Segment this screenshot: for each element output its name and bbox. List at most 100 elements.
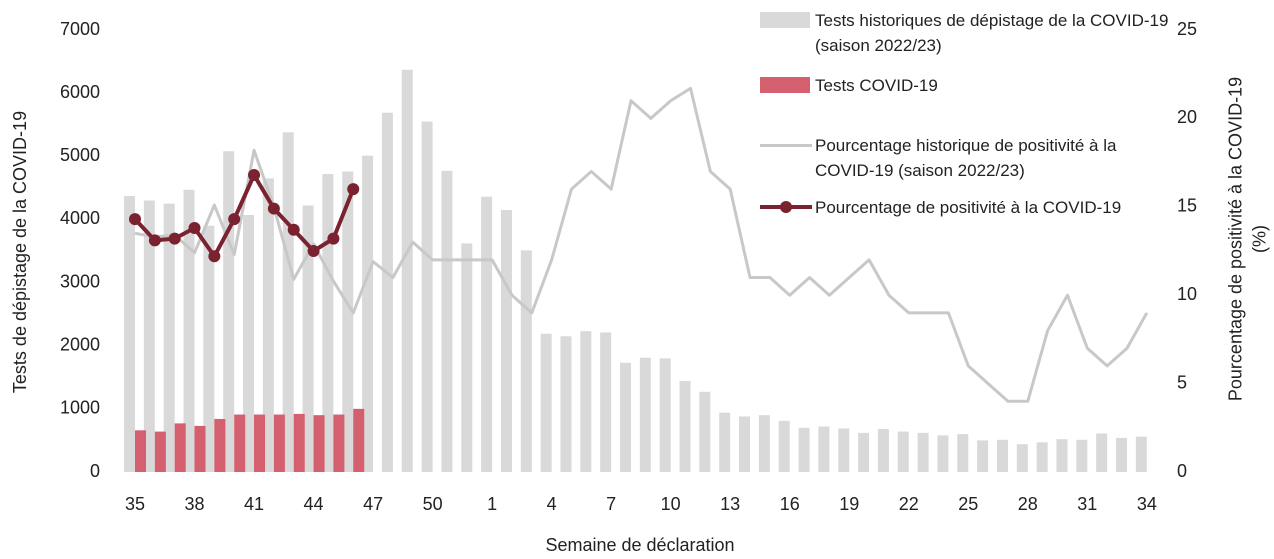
y2-tick-label: 0 bbox=[1177, 461, 1187, 481]
y-axis-title: Tests de dépistage de la COVID-19 bbox=[10, 110, 30, 394]
marker bbox=[129, 213, 141, 226]
bar bbox=[154, 431, 166, 472]
x-tick-label: 25 bbox=[958, 494, 978, 514]
bar bbox=[381, 112, 393, 473]
bar bbox=[1135, 436, 1147, 472]
y-tick-label: 1000 bbox=[60, 398, 100, 418]
bar bbox=[282, 132, 294, 472]
marker bbox=[287, 223, 300, 236]
x-tick-label: 38 bbox=[185, 494, 205, 514]
legend-swatch bbox=[760, 77, 810, 93]
x-tick-label: 44 bbox=[304, 494, 324, 514]
bar bbox=[739, 416, 751, 472]
bar bbox=[1056, 439, 1068, 472]
bar bbox=[262, 178, 274, 472]
bar bbox=[143, 200, 155, 472]
y-tick-label: 7000 bbox=[60, 19, 100, 39]
bar bbox=[699, 391, 711, 472]
x-tick-label: 10 bbox=[661, 494, 681, 514]
x-tick-label: 35 bbox=[125, 494, 145, 514]
bar bbox=[1016, 444, 1028, 472]
x-tick-label: 4 bbox=[547, 494, 557, 514]
x-tick-label: 47 bbox=[363, 494, 383, 514]
x-tick-label: 34 bbox=[1137, 494, 1157, 514]
bar bbox=[620, 362, 631, 472]
y2-axis-title: Pourcentage de positivité à la COVID-19 … bbox=[1225, 76, 1270, 402]
bar bbox=[322, 173, 334, 473]
y-tick-label: 4000 bbox=[60, 208, 100, 228]
legend-item: Tests COVID-19 bbox=[760, 73, 1170, 98]
bar bbox=[937, 435, 949, 472]
bar bbox=[254, 414, 266, 472]
bar bbox=[957, 434, 969, 472]
bar bbox=[302, 205, 314, 472]
bar bbox=[174, 423, 186, 472]
y-tick-label: 3000 bbox=[60, 271, 100, 291]
marker bbox=[228, 213, 241, 226]
bar bbox=[838, 428, 850, 472]
legend-label: Tests historiques de dépistage de la COV… bbox=[815, 11, 1169, 55]
bar bbox=[639, 357, 651, 472]
bar bbox=[818, 426, 830, 472]
legend-item: Pourcentage historique de positivité à l… bbox=[760, 133, 1170, 183]
bar bbox=[659, 358, 671, 472]
bar bbox=[600, 332, 612, 472]
legend-swatch bbox=[760, 12, 810, 28]
line bbox=[134, 86, 1149, 403]
y2-tick-label: 25 bbox=[1177, 19, 1197, 39]
bar bbox=[234, 414, 246, 472]
x-tick-label: 16 bbox=[780, 494, 800, 514]
bar bbox=[273, 414, 285, 472]
bar bbox=[214, 418, 226, 472]
x-tick-label: 50 bbox=[423, 494, 443, 514]
x-tick-label: 19 bbox=[839, 494, 859, 514]
bar bbox=[441, 170, 453, 472]
x-tick-label: 22 bbox=[899, 494, 919, 514]
bar bbox=[223, 151, 235, 472]
marker bbox=[267, 202, 280, 215]
bar bbox=[897, 431, 909, 472]
bar bbox=[540, 333, 552, 472]
marker bbox=[148, 234, 161, 247]
legend-label: Pourcentage historique de positivité à l… bbox=[815, 136, 1117, 180]
bar bbox=[500, 209, 512, 472]
bar bbox=[183, 189, 195, 472]
y-tick-label: 2000 bbox=[60, 334, 100, 354]
bar bbox=[342, 171, 354, 472]
bar bbox=[333, 414, 345, 472]
x-tick-label: 1 bbox=[487, 494, 497, 514]
bar bbox=[353, 408, 365, 472]
legend-item: Pourcentage de positivité à la COVID-19 bbox=[760, 195, 1170, 220]
x-axis-title: Semaine de déclaration bbox=[545, 535, 734, 555]
bar bbox=[758, 415, 770, 472]
legend-label: Pourcentage de positivité à la COVID-19 bbox=[815, 198, 1122, 217]
bar bbox=[1036, 442, 1048, 472]
bar bbox=[421, 121, 433, 473]
legend-label: Tests COVID-19 bbox=[815, 76, 938, 95]
bar bbox=[580, 331, 592, 472]
marker bbox=[327, 232, 340, 245]
x-tick-label: 28 bbox=[1018, 494, 1038, 514]
y2-tick-label: 5 bbox=[1177, 372, 1187, 392]
legend-marker bbox=[780, 201, 792, 213]
bar bbox=[135, 430, 146, 472]
bar bbox=[203, 225, 215, 472]
bar bbox=[124, 196, 135, 472]
bar bbox=[401, 69, 413, 472]
marker bbox=[307, 245, 320, 257]
bar bbox=[977, 440, 989, 472]
bar bbox=[293, 413, 305, 472]
bar bbox=[1096, 433, 1108, 472]
bar bbox=[778, 420, 790, 472]
bar bbox=[1116, 437, 1127, 472]
bar bbox=[560, 336, 572, 472]
x-tick-label: 7 bbox=[606, 494, 616, 514]
marker bbox=[168, 232, 181, 245]
y-tick-label: 0 bbox=[90, 461, 100, 481]
y-tick-label: 5000 bbox=[60, 145, 100, 165]
y-tick-label: 6000 bbox=[60, 82, 100, 102]
bar bbox=[719, 412, 731, 472]
x-tick-label: 31 bbox=[1077, 494, 1097, 514]
